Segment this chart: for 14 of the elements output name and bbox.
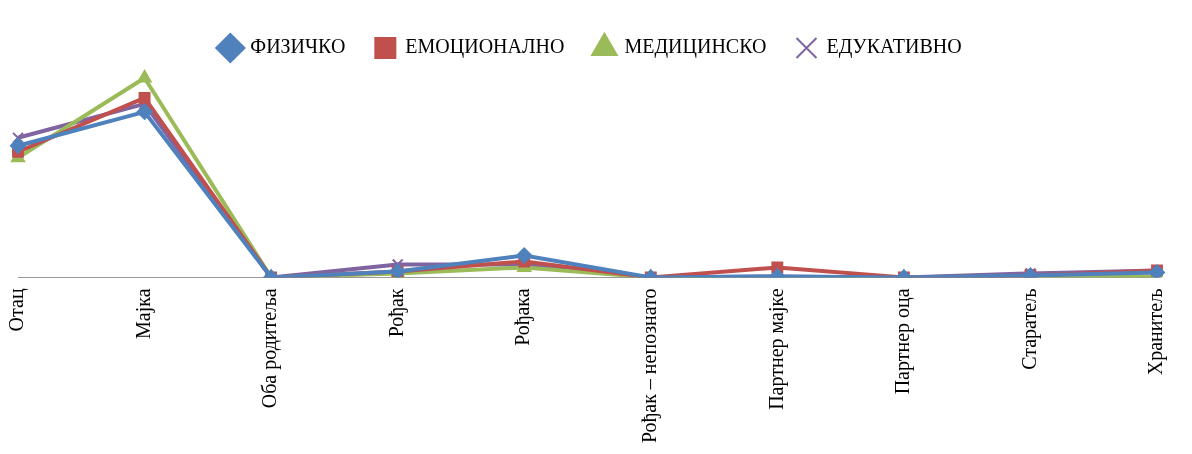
x-tick-label: Рођака <box>511 288 535 346</box>
x-tick-label: Хранитељ <box>1144 288 1168 376</box>
x-tick-label: Отац <box>5 288 29 332</box>
legend-label: ФИЗИЧКО <box>250 35 346 58</box>
x-tick-label: Партнер оца <box>891 288 915 395</box>
x-tick-label: Рођак <box>384 288 408 338</box>
x-tick-label: Оба родитеља <box>258 288 282 409</box>
x-tick-label: Партнер мајке <box>764 288 788 410</box>
x-tick-label: Мајка <box>131 288 155 339</box>
legend-label: МЕДИЦИНСКО <box>624 35 767 59</box>
x-tick-label: Рођак – непознато <box>638 288 662 444</box>
x-tick-label: Старатељ <box>1017 288 1041 370</box>
legend-label: ЕМОЦИОНАЛНО <box>405 35 565 59</box>
legend-label: ЕДУКАТИВНО <box>826 35 962 59</box>
